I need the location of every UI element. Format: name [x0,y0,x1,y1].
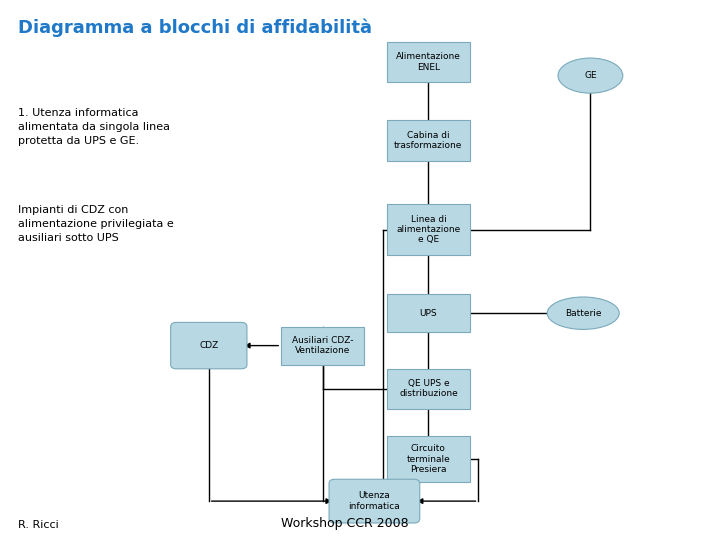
FancyBboxPatch shape [282,327,364,364]
Text: Alimentazione
ENEL: Alimentazione ENEL [396,52,461,72]
Text: QE UPS e
distribuzione: QE UPS e distribuzione [399,379,458,399]
Text: CDZ: CDZ [199,341,218,350]
Text: Batterie: Batterie [565,309,601,318]
Text: Ausiliari CDZ-
Ventilazione: Ausiliari CDZ- Ventilazione [292,336,354,355]
Text: Utenza
informatica: Utenza informatica [348,491,400,511]
Text: Cabina di
trasformazione: Cabina di trasformazione [395,131,462,150]
Text: GE: GE [584,71,597,80]
Text: Linea di
alimentazione
e QE: Linea di alimentazione e QE [396,214,461,245]
Text: Circuito
terminale
Presiera: Circuito terminale Presiera [407,444,450,474]
Text: Diagramma a blocchi di affidabilità: Diagramma a blocchi di affidabilità [18,19,372,37]
FancyBboxPatch shape [387,368,469,409]
FancyBboxPatch shape [171,322,247,369]
FancyBboxPatch shape [387,294,469,332]
Text: 1. Utenza informatica
alimentata da singola linea
protetta da UPS e GE.: 1. Utenza informatica alimentata da sing… [18,108,170,146]
Text: UPS: UPS [420,309,437,318]
FancyBboxPatch shape [387,204,469,255]
Text: Workshop CCR 2008: Workshop CCR 2008 [281,517,408,530]
Ellipse shape [558,58,623,93]
Ellipse shape [547,297,619,329]
FancyBboxPatch shape [387,120,469,160]
Text: Impianti di CDZ con
alimentazione privilegiata e
ausiliari sotto UPS: Impianti di CDZ con alimentazione privil… [18,205,174,243]
Text: R. Ricci: R. Ricci [18,520,59,530]
FancyBboxPatch shape [387,436,469,482]
FancyBboxPatch shape [387,42,469,82]
FancyBboxPatch shape [329,480,420,523]
